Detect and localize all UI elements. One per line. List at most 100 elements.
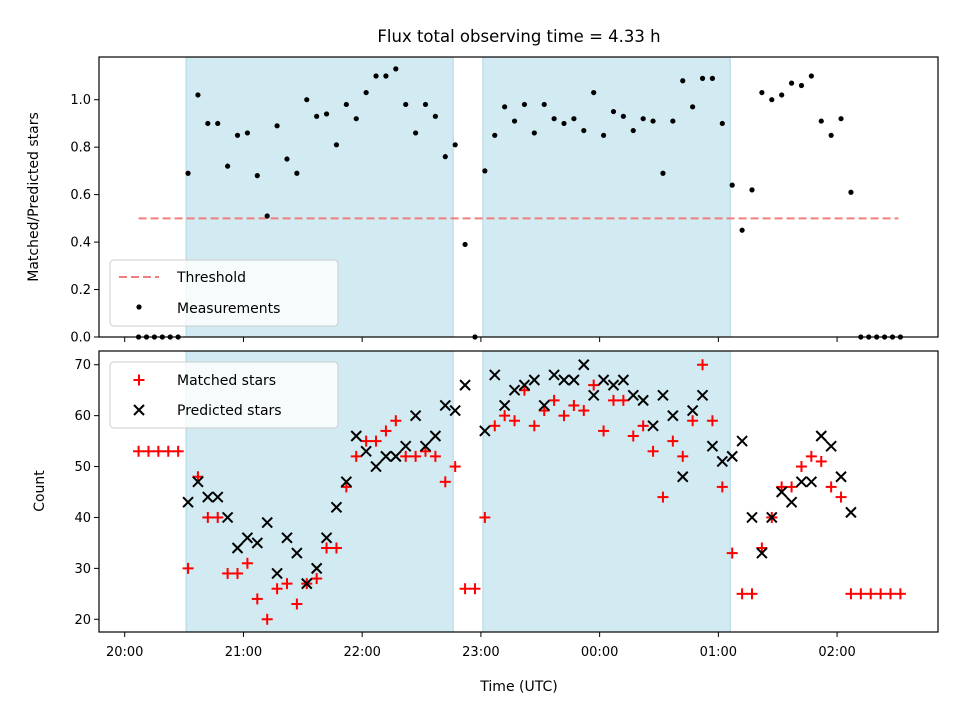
matched-star-point — [825, 481, 837, 493]
measurement-point — [234, 132, 241, 138]
marker-stroke — [637, 394, 649, 407]
marker-stroke — [261, 516, 273, 529]
bottom-y-axis-label: Count — [32, 470, 48, 512]
y-tick-label: 20 — [74, 613, 91, 628]
marker-stroke — [449, 404, 461, 417]
y-tick-label: 0.0 — [70, 331, 91, 346]
measurement-point — [294, 170, 300, 176]
matched-star-point — [845, 588, 857, 600]
x-tick-label: 20:00 — [106, 645, 143, 660]
predicted-star-point — [637, 394, 649, 407]
marker-stroke — [380, 450, 392, 463]
matched-star-point — [321, 542, 333, 554]
marker-stroke — [538, 399, 550, 412]
matched-star-point — [588, 379, 600, 391]
measurement-point — [403, 101, 409, 108]
observing-window-2 — [482, 56, 731, 338]
predicted-star-point — [835, 471, 847, 483]
measurement-point — [422, 101, 429, 108]
measurement-point — [818, 118, 824, 124]
matched-star-point — [142, 445, 154, 457]
matched-star-point — [202, 511, 214, 523]
measurement-point — [571, 116, 577, 122]
x-tick-label: 02:00 — [818, 645, 855, 660]
y-tick-label: 0.6 — [70, 188, 91, 203]
matched-star-point — [716, 481, 728, 493]
predicted-star-point — [726, 450, 738, 463]
marker-stroke — [350, 430, 362, 442]
matched-star-point — [439, 476, 451, 488]
matched-star-point — [509, 415, 521, 427]
measurement-point — [769, 97, 775, 103]
marker-stroke — [241, 532, 254, 544]
measurement-point — [333, 142, 340, 148]
predicted-star-point — [439, 399, 451, 412]
marker-stroke — [825, 440, 837, 452]
y-tick-label: 70 — [74, 358, 91, 373]
predicted-star-point — [785, 496, 798, 508]
measurement-point — [561, 120, 567, 127]
predicted-star-point — [696, 389, 709, 401]
y-tick-label: 30 — [74, 562, 91, 577]
measurement-point — [779, 92, 785, 98]
measurement-point — [215, 120, 221, 127]
y-tick-label: 0.4 — [70, 236, 91, 251]
measurement-point — [195, 92, 201, 98]
measurement-point — [343, 101, 349, 108]
predicted-star-point — [281, 532, 293, 544]
marker-stroke — [400, 440, 412, 452]
measurement-point — [739, 227, 745, 233]
legend-measurement-swatch — [136, 304, 142, 310]
matched-star-point — [350, 450, 362, 462]
predicted-star-point — [261, 516, 273, 529]
marker-stroke — [587, 389, 600, 401]
matched-star-point — [548, 394, 560, 406]
measurement-point — [581, 127, 587, 134]
predicted-star-point — [528, 374, 541, 386]
measurement-point — [521, 101, 528, 108]
matched-star-point — [578, 405, 590, 417]
measurement-point — [244, 130, 251, 136]
predicted-star-point — [548, 369, 560, 381]
predicted-star-point — [805, 476, 818, 488]
axes-frame — [98, 56, 939, 338]
marker-stroke — [390, 450, 402, 463]
legend-measurement-label: Measurements — [177, 301, 280, 317]
marker-stroke — [736, 435, 748, 447]
marker-stroke — [627, 389, 639, 401]
predicted-star-point — [310, 562, 323, 575]
marker-stroke — [558, 374, 570, 386]
marker-stroke — [360, 445, 372, 457]
matched-star-point — [894, 588, 906, 600]
marker-stroke — [330, 501, 343, 513]
matched-star-point — [192, 471, 204, 483]
matched-star-point — [410, 450, 422, 462]
matched-star-point — [469, 583, 481, 595]
measurement-point — [640, 116, 646, 122]
measurement-point — [462, 241, 468, 248]
marker-stroke — [231, 542, 244, 554]
matched-star-point — [687, 415, 699, 427]
matched-star-point — [538, 405, 550, 417]
matched-star-point — [499, 410, 511, 422]
predicted-star-point — [845, 506, 857, 519]
axes-frame — [98, 350, 939, 633]
legend-threshold-label: Threshold — [176, 270, 246, 286]
measurement-point — [600, 132, 607, 138]
measurement-point — [353, 116, 359, 122]
predicted-star-point — [449, 404, 461, 417]
matched-star-point — [776, 481, 788, 493]
measurement-point — [502, 104, 508, 110]
matched-star-point — [865, 588, 877, 600]
legend-predicted-swatch — [133, 404, 145, 416]
measurement-point — [620, 113, 626, 119]
matched-star-point — [182, 562, 194, 574]
predicted-star-point — [301, 577, 313, 590]
marker-stroke — [726, 450, 738, 463]
matched-star-point — [172, 445, 184, 457]
measurement-point — [551, 116, 557, 122]
marker-stroke — [746, 511, 758, 524]
measurement-point — [254, 173, 260, 179]
legend-matched-label: Matched stars — [177, 373, 276, 389]
measurement-point — [432, 113, 438, 119]
